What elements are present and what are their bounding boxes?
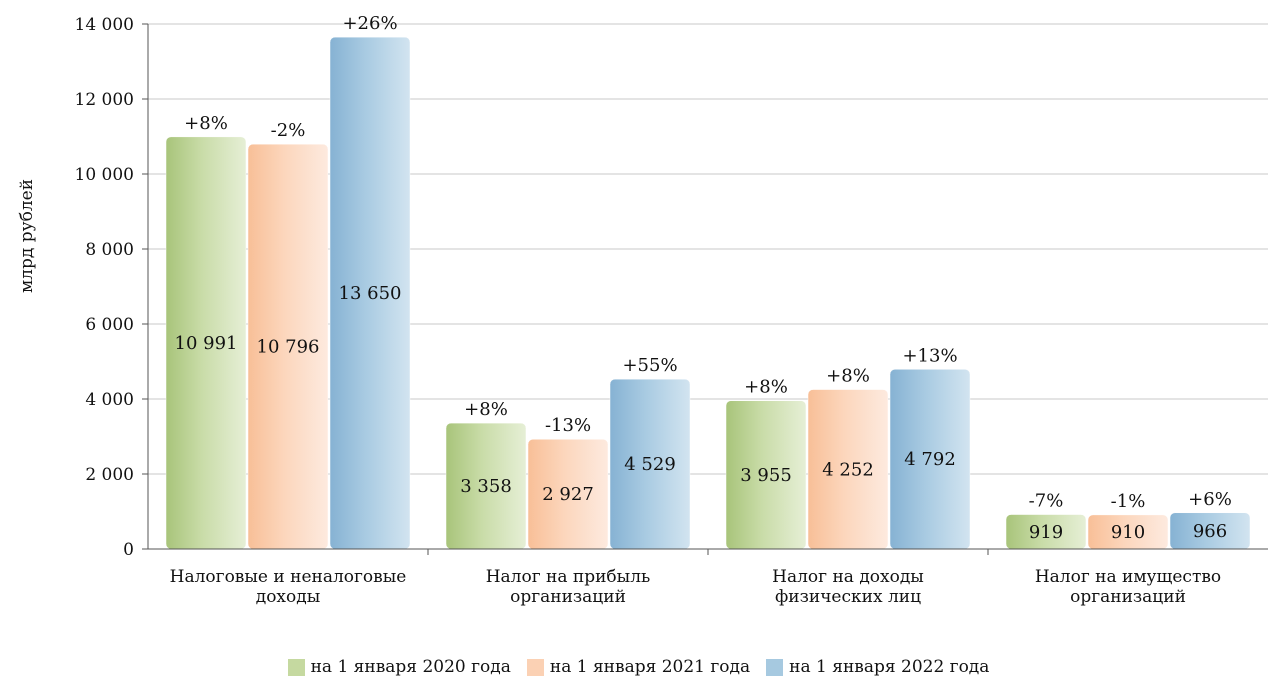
bar-change-label: +8% bbox=[744, 377, 788, 398]
legend-label-2021: на 1 января 2021 года bbox=[549, 657, 751, 677]
bar-value-label: 966 bbox=[1193, 521, 1227, 542]
bar-value-label: 10 796 bbox=[257, 337, 320, 358]
bar-value-label: 4 529 bbox=[624, 454, 676, 475]
bar-change-label: +13% bbox=[902, 345, 957, 366]
legend-item-2020: на 1 января 2020 года bbox=[287, 657, 511, 677]
y-tick-label: 0 bbox=[123, 540, 134, 560]
legend-label-2020: на 1 января 2020 года bbox=[310, 657, 511, 677]
bar-change-label: +8% bbox=[464, 399, 508, 420]
bar-value-label: 910 bbox=[1111, 522, 1145, 543]
bar-change-label: -7% bbox=[1029, 491, 1064, 512]
x-category-label: Налог на имущество организаций bbox=[1035, 567, 1221, 607]
y-tick-label: 2 000 bbox=[85, 465, 134, 485]
x-category-label: Налог на доходы физических лиц bbox=[772, 567, 924, 607]
bar-value-label: 4 792 bbox=[904, 449, 956, 470]
bar-value-label: 919 bbox=[1029, 522, 1063, 543]
legend-item-2021: на 1 января 2021 года bbox=[526, 657, 751, 677]
bars bbox=[165, 36, 1251, 550]
bar-change-label: +8% bbox=[184, 113, 228, 134]
x-category-label: Налог на прибыль организаций bbox=[486, 567, 651, 607]
bar-value-label: 10 991 bbox=[175, 333, 238, 354]
bar-change-label: +55% bbox=[622, 355, 677, 376]
y-tick-label: 4 000 bbox=[85, 390, 134, 410]
y-tick-label: 12 000 bbox=[75, 90, 134, 110]
bar-change-label: +8% bbox=[826, 366, 870, 387]
bar-change-label: +26% bbox=[342, 13, 397, 34]
legend-swatch-2021 bbox=[526, 658, 544, 676]
y-axis-label: млрд рублей bbox=[17, 179, 37, 293]
bar-value-label: 4 252 bbox=[822, 459, 874, 480]
y-tick-label: 14 000 bbox=[75, 15, 134, 35]
bar-change-label: -13% bbox=[545, 415, 591, 436]
axes: 0 2 000 4 000 6 000 8 000 10 000 12 000 14 000 Н… bbox=[75, 15, 1268, 607]
y-tick-label: 10 000 bbox=[75, 165, 134, 185]
bar-chart: 0 2 000 4 000 6 000 8 000 10 000 12 000 14 000 Н… bbox=[17, 13, 1268, 607]
bar-value-label: 13 650 bbox=[339, 283, 402, 304]
y-tick-label: 8 000 bbox=[85, 240, 134, 260]
x-category-label: Налоговые и неналоговые доходы bbox=[170, 567, 407, 607]
bar-value-label: 3 955 bbox=[740, 465, 792, 486]
legend-item-2022: на 1 января 2022 года bbox=[766, 657, 989, 677]
bar-value-label: 2 927 bbox=[542, 484, 594, 505]
legend-swatch-2020 bbox=[287, 658, 305, 676]
bar-value-label: 3 358 bbox=[460, 476, 512, 497]
y-tick-label: 6 000 bbox=[85, 315, 134, 335]
data-labels: 10 991 +8% 10 796 -2% 13 650 +26% 3 358 +8% 2 92… bbox=[175, 13, 1232, 543]
bar-change-label: -2% bbox=[271, 120, 306, 141]
bar-change-label: -1% bbox=[1111, 491, 1146, 512]
legend-swatch-2022 bbox=[766, 658, 784, 676]
bar-change-label: +6% bbox=[1188, 489, 1232, 510]
legend-label-2022: на 1 января 2022 года bbox=[789, 657, 990, 677]
legend: на 1 января 2020 года на 1 января 2021 г… bbox=[0, 654, 1277, 680]
